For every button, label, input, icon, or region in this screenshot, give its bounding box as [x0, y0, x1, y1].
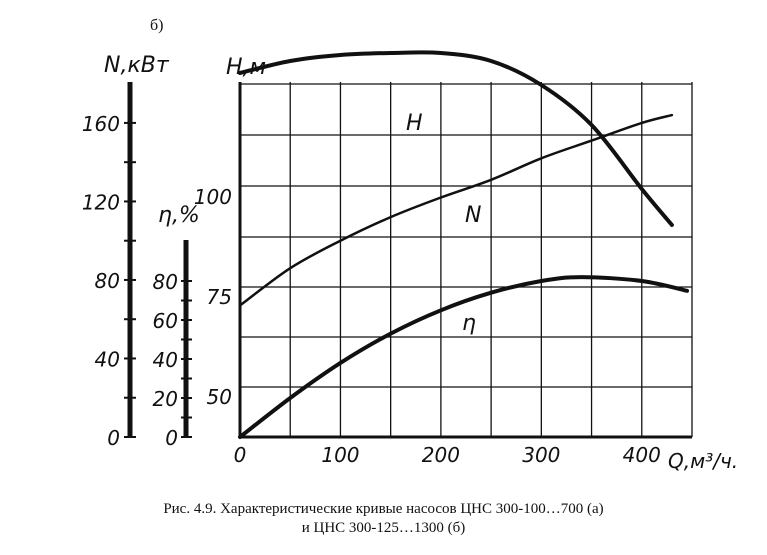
- curves: [238, 50, 689, 439]
- x-tick-label: 0: [234, 443, 247, 467]
- eta-tick-label: 60: [153, 309, 178, 333]
- x-axis-ticks: 0 100 200 300 400: [234, 443, 661, 467]
- curve-label-1: N: [465, 203, 481, 228]
- n-tick-label: 80: [95, 269, 120, 293]
- curve-annotations: H Nη: [406, 111, 481, 336]
- n-tick-label: 120: [82, 190, 120, 214]
- x-tick-label: 400: [623, 443, 661, 467]
- curve-label-2: η: [462, 311, 476, 336]
- x-tick-label: 200: [422, 443, 460, 467]
- h-tick-label: 75: [207, 285, 232, 309]
- x-tick-label: 100: [321, 443, 359, 467]
- series-line-n: [238, 113, 674, 307]
- caption-line-1: Рис. 4.9. Характеристические кривые насо…: [163, 501, 604, 517]
- x-axis-label: Q,м³/ч.: [668, 449, 738, 473]
- n-tick-label: 40: [95, 347, 120, 371]
- n-tick-label: 160: [82, 112, 120, 136]
- eta-tick-label: 80: [153, 270, 178, 294]
- eta-tick-label: 20: [153, 387, 178, 411]
- h-tick-label: 100: [194, 185, 232, 209]
- caption-line-2: и ЦНС 300-125…1300 (б): [301, 520, 466, 536]
- curve-label-0: H: [406, 111, 423, 136]
- eta-axis-label: η,%: [158, 203, 200, 228]
- eta-axis-ticks: 0 20 40 60 80: [153, 270, 192, 450]
- h-axis-ticks: 50 75 100: [194, 185, 232, 409]
- n-tick-label: 0: [107, 426, 120, 450]
- eta-tick-label: 40: [153, 348, 178, 372]
- x-tick-label: 300: [522, 443, 560, 467]
- series-line-eta: [238, 275, 689, 439]
- series-line-h: [238, 50, 674, 227]
- eta-tick-label: 0: [165, 426, 178, 450]
- n-axis-label: N,кВт: [104, 53, 170, 78]
- n-axis-ticks: 0 40 80 120 160: [82, 112, 136, 450]
- panel-label: б): [150, 17, 163, 34]
- h-tick-label: 50: [207, 385, 232, 409]
